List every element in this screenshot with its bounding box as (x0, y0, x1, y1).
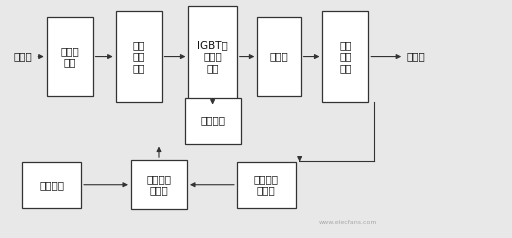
Bar (131, 160, 187, 209)
Text: 直流电: 直流电 (407, 52, 425, 62)
Text: 软启动
电路: 软启动 电路 (60, 46, 79, 67)
Bar (47, 17, 93, 96)
Text: 输出
整流
滤波: 输出 整流 滤波 (339, 40, 352, 73)
Text: 变压器: 变压器 (270, 52, 288, 62)
Text: 输人
整流
滤波: 输人 整流 滤波 (132, 40, 145, 73)
Bar (237, 162, 295, 208)
Bar (257, 17, 301, 96)
Text: www.elecfans.com: www.elecfans.com (318, 220, 377, 225)
Text: 辅助电源: 辅助电源 (39, 180, 64, 190)
Bar (184, 98, 241, 144)
Text: 驱动电路: 驱动电路 (200, 116, 225, 126)
Text: 交流电: 交流电 (13, 52, 32, 62)
Text: 控制、保
护电路: 控制、保 护电路 (146, 174, 172, 196)
Bar (323, 11, 368, 102)
Text: IGBT全
桥高频
逆变: IGBT全 桥高频 逆变 (197, 40, 228, 73)
Bar (188, 6, 237, 108)
Bar (116, 11, 162, 102)
Bar (23, 162, 81, 208)
Text: 电压、申
检测电: 电压、申 检测电 (254, 174, 279, 196)
